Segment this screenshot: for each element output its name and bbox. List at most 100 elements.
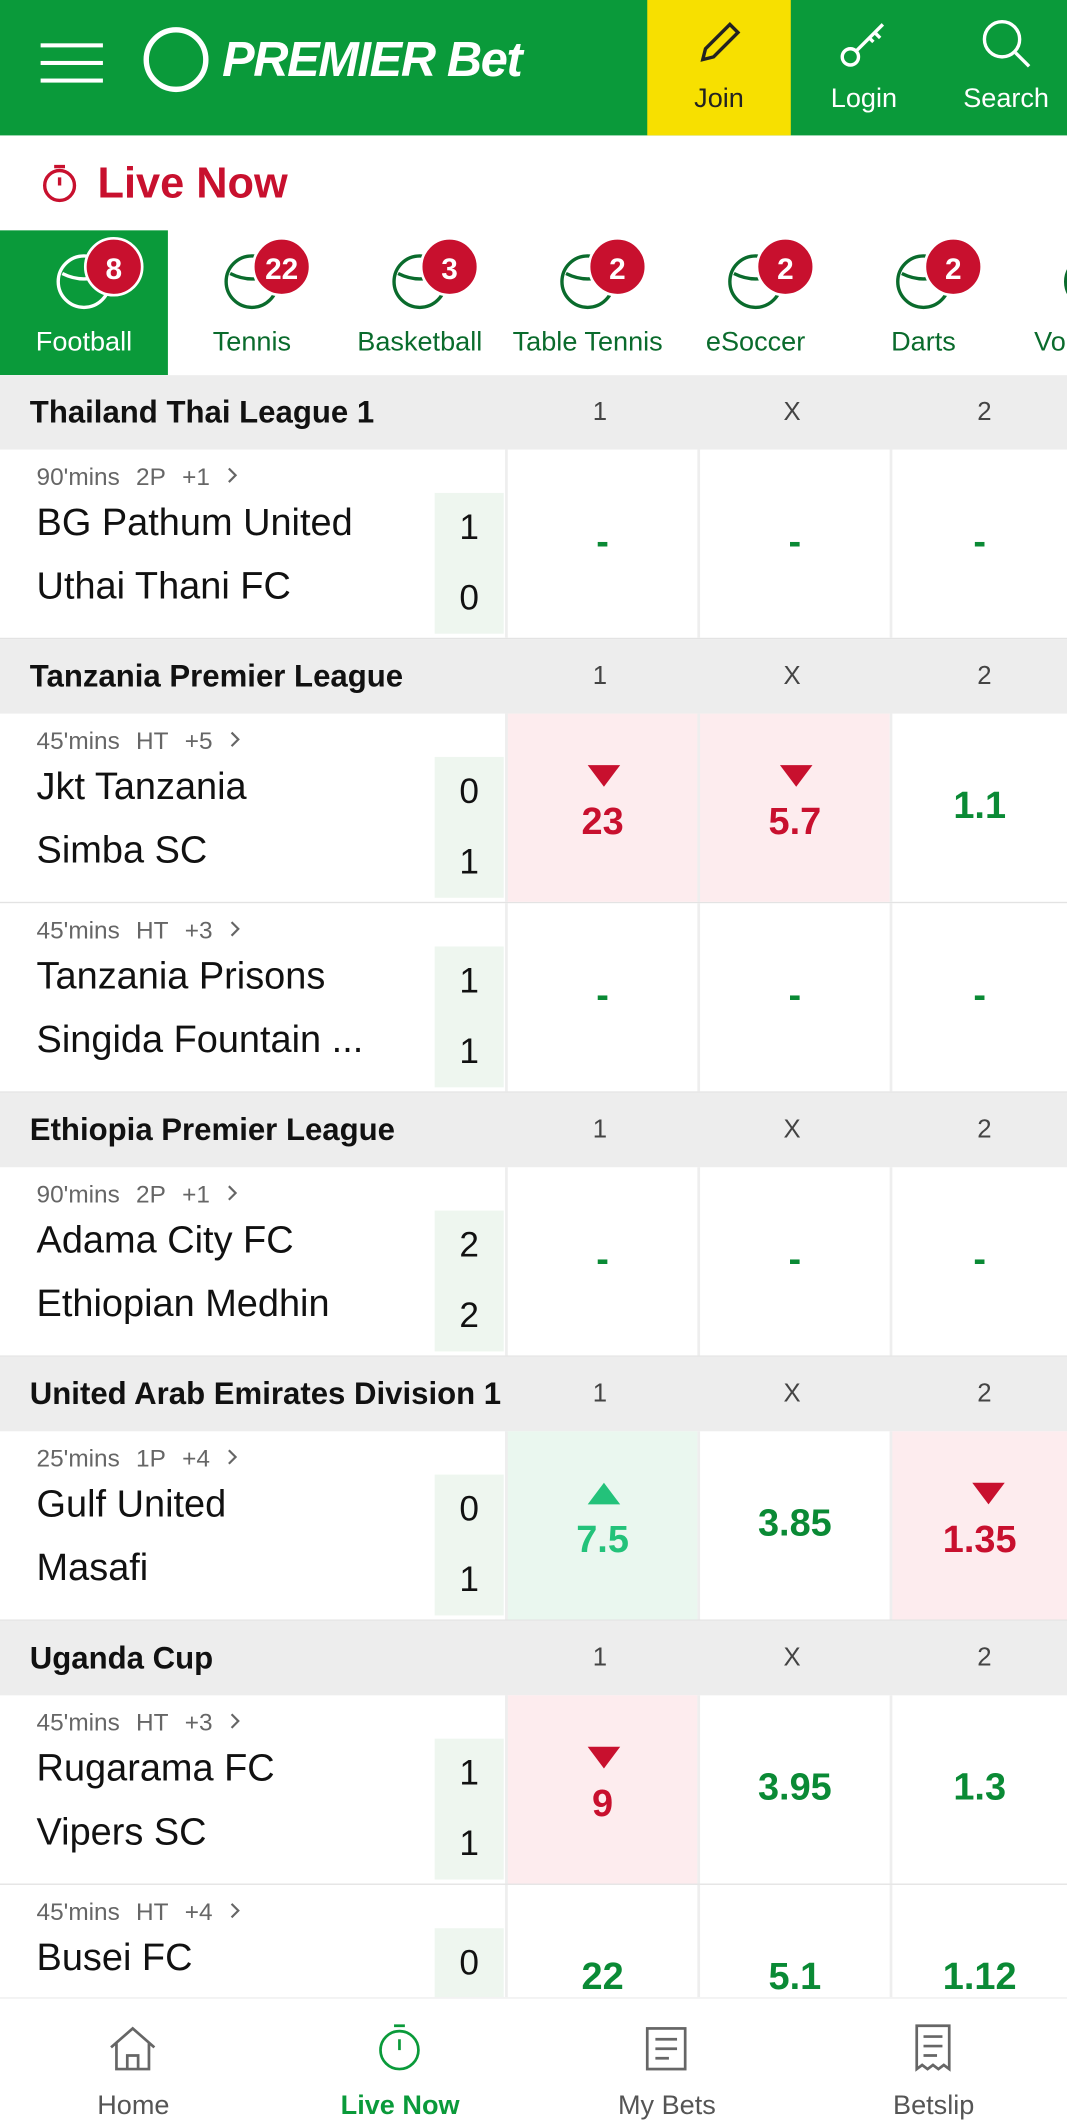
match-info: 25'mins 1P +4 (37, 1445, 240, 1473)
more-markets: +1 (182, 1180, 210, 1208)
team-name: Jkt Tanzania (36, 765, 247, 808)
match-row[interactable]: 90'mins 2P +1 Adama City FC Ethiopian Medhin… (0, 1167, 1067, 1357)
column-label: 1 (592, 661, 608, 690)
nav-item[interactable]: My Bets (534, 1999, 801, 2123)
sport-tab[interactable]: 2 Table Tennis (504, 230, 672, 375)
score: 1 (459, 960, 479, 1001)
odds-button[interactable]: - (889, 1167, 1067, 1356)
column-label: 1 (592, 397, 608, 426)
odds-button[interactable]: - (697, 449, 889, 638)
sport-tab[interactable]: Volleyball (1007, 230, 1067, 375)
odds-button[interactable]: 22 (505, 1884, 697, 1998)
chevron (228, 1185, 238, 1201)
nav-icon (645, 2027, 687, 2071)
team-name: Busei FC (36, 1936, 193, 1979)
nav-item[interactable]: Home (0, 1999, 267, 2123)
league-header: Ethiopia Premier League 1 X 2 (0, 1092, 1067, 1168)
score: 2 (459, 1224, 479, 1265)
search-button[interactable]: Search (934, 0, 1067, 135)
match-row[interactable]: 45'mins HT +5 Jkt Tanzania Simba SC 0 1 23 5.7 1.… (0, 713, 1067, 904)
odds-button[interactable]: 1.3 (889, 1695, 1067, 1884)
odds-button[interactable]: 3.85 (697, 1431, 889, 1620)
bottom-nav: Home Live Now My Bets Betslip (0, 1997, 1067, 2123)
league-name: Tanzania Premier League (29, 658, 404, 694)
tab-label: eSoccer (705, 327, 806, 358)
odds-value: 23 (581, 800, 624, 843)
team-name: Singida Fountain ... (36, 1018, 364, 1061)
sport-tab[interactable]: 2 eSoccer (672, 230, 840, 375)
match-period: HT (136, 1708, 169, 1736)
tab-label: Tennis (212, 327, 292, 358)
odds-button[interactable]: - (889, 449, 1067, 638)
odds-button[interactable]: 9 (505, 1695, 698, 1884)
more-markets: +3 (184, 916, 213, 944)
chevron (230, 1903, 240, 1919)
tab-label: Volleyball (1034, 327, 1067, 358)
score: 1 (459, 1822, 479, 1864)
odds-button[interactable]: - (889, 903, 1067, 1092)
column-label: 2 (977, 1115, 992, 1144)
score: 0 (459, 1488, 479, 1529)
odds-button[interactable]: 5.1 (697, 1884, 889, 1998)
match-row[interactable]: 90'mins 2P +1 BG Pathum United Uthai Thani F… (0, 449, 1067, 640)
league-header: Tanzania Premier League 1 X 2 (0, 639, 1067, 714)
match-row[interactable]: 45'mins HT +3 Rugarama FC Vipers SC 1 1 9 3.95 1.… (0, 1695, 1067, 1885)
tab-label: Darts (891, 327, 956, 358)
chevron (230, 1713, 240, 1729)
score: 2 (459, 1294, 479, 1336)
nav-icon (915, 2024, 951, 2072)
match-row[interactable]: 45'mins HT +3 Tanzania Prisons Singida Fount… (0, 903, 1067, 1093)
score: 0 (459, 770, 479, 812)
sport-tab[interactable]: 22 Tennis (168, 230, 336, 375)
odds-button[interactable]: 1.12 (889, 1884, 1067, 1998)
match-time: 45'mins (36, 916, 120, 944)
sport-tab[interactable]: 2 Darts (840, 230, 1008, 375)
logo[interactable]: PREMIER Bet (143, 27, 523, 93)
league-name: Uganda Cup (29, 1639, 214, 1676)
odds-button[interactable]: 3.95 (697, 1695, 889, 1884)
odds-button[interactable]: - (505, 1167, 697, 1356)
nav-item[interactable]: Live Now (267, 1999, 534, 2123)
count-badge: 8 (83, 236, 144, 297)
stopwatch-icon (42, 164, 77, 203)
odds-button[interactable]: 23 (505, 713, 698, 902)
odds-button[interactable]: - (697, 903, 889, 1092)
odds-value: - (788, 973, 802, 1016)
odds-button[interactable]: 7.5 (505, 1431, 698, 1620)
score: 0 (459, 1941, 479, 1983)
tab-label: Basketball (357, 327, 483, 358)
odds-button[interactable]: 1.35 (889, 1431, 1067, 1620)
column-label: X (783, 1643, 801, 1672)
odds-value: - (788, 519, 802, 562)
sport-tab[interactable]: 3 Basketball (336, 230, 504, 375)
chevron (228, 1449, 238, 1465)
odds-button[interactable]: - (505, 903, 697, 1092)
odds-button[interactable]: 5.7 (697, 713, 890, 902)
nav-label: My Bets (617, 2090, 716, 2121)
match-time: 45'mins (36, 727, 120, 755)
sport-tabs: 8 Football 22 Tennis 3 Basketball 2 Table Tenni… (0, 230, 1067, 376)
team-name: BG Pathum United (36, 501, 353, 543)
match-row[interactable]: 45'mins HT +4 Busei FC 0 22 5.1 1.12 (0, 1884, 1067, 1998)
match-row[interactable]: 25'mins 1P +4 Gulf United Masafi 0 1 7.5 3.85 1.3… (0, 1431, 1067, 1621)
match-info: 45'mins HT +4 (37, 1898, 243, 1926)
tab-label: Table Tennis (512, 327, 663, 358)
join-button[interactable]: Join (647, 0, 791, 136)
nav-item[interactable]: Betslip (800, 1999, 1067, 2123)
odds-value: 5.7 (768, 800, 822, 843)
column-label: X (783, 397, 801, 426)
odds-button[interactable]: 1.1 (889, 713, 1067, 902)
odds-value: 1.12 (942, 1955, 1017, 1998)
login-button[interactable]: Login (792, 0, 936, 135)
nav-label: Betslip (893, 2090, 975, 2121)
menu-button[interactable] (40, 43, 103, 84)
odds-value: 1.1 (953, 784, 1007, 827)
league-name: Thailand Thai League 1 (29, 394, 375, 430)
match-period: 1P (136, 1444, 166, 1472)
score: 1 (459, 1030, 479, 1072)
sport-tab[interactable]: 8 Football (0, 230, 168, 376)
team-name: Tanzania Prisons (36, 954, 326, 997)
odds-button[interactable]: - (697, 1167, 889, 1356)
odds-button[interactable]: - (505, 449, 697, 638)
